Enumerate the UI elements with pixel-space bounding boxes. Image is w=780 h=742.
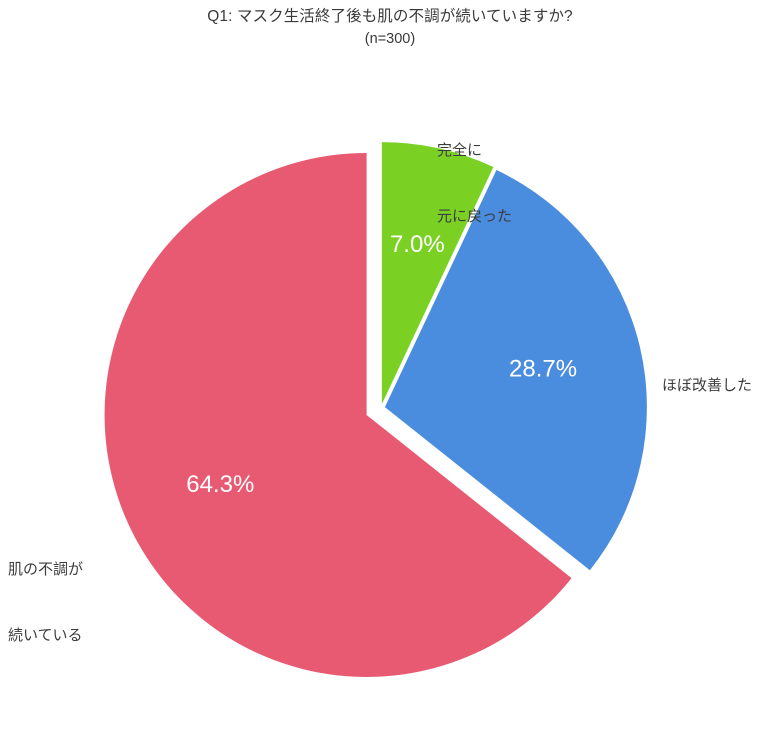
pie-outer-label-blue-line1: ほぼ改善した [662,377,753,394]
pie-slice-percent-label: 64.3% [186,471,254,498]
pie-slices-group [104,142,647,677]
pie-outer-label-pink-line1: 肌の不調が [8,561,84,578]
pie-outer-label-green-line2: 元に戻った [437,208,513,225]
chart-subtitle: (n=300) [364,31,416,47]
pie-outer-label-pink: 肌の不調が 続いている [8,515,83,691]
pie-outer-label-green-line1: 完全に [437,142,483,159]
pie-slice-labels-group: 7.0% 28.7% 64.3% [186,231,577,498]
pie-slice-percent-label: 28.7% [509,356,577,383]
chart-title: Q1: マスク生活終了後も肌の不調が続いていますか? [207,8,573,25]
pie-outer-label-blue: ほぼ改善した [662,331,752,441]
pie-slice[interactable] [381,142,494,405]
pie-slice[interactable] [104,152,572,677]
pie-outer-label-pink-line2: 続いている [8,627,83,644]
pie-slice-percent-label: 7.0% [390,231,445,258]
pie-outer-label-green: 完全に 元に戻った [437,96,512,272]
pie-slice[interactable] [384,170,647,571]
